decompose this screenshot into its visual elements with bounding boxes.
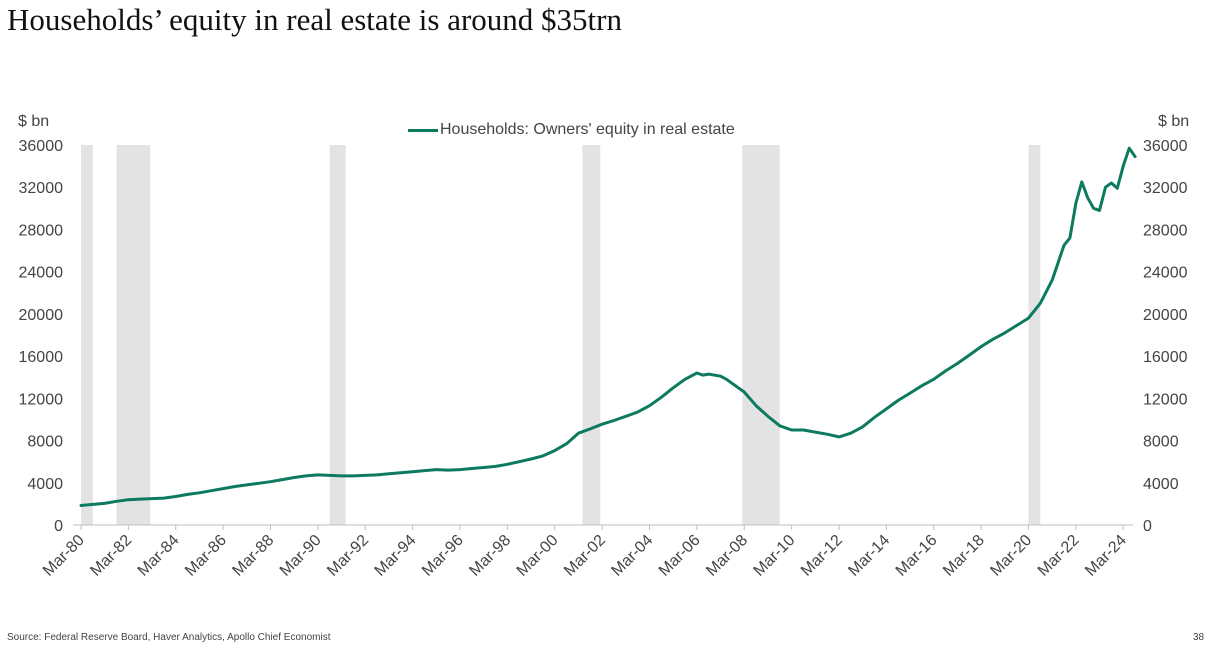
x-tick-label-4: Mar-88 xyxy=(229,532,277,580)
legend-label: Households: Owners' equity in real estat… xyxy=(440,121,735,138)
y-tick-right-7: 28000 xyxy=(1143,222,1188,239)
y-tick-left-8: 32000 xyxy=(19,180,64,197)
x-tick-label-9: Mar-98 xyxy=(466,532,514,580)
y-tick-right-2: 8000 xyxy=(1143,434,1179,451)
legend: Households: Owners' equity in real estat… xyxy=(408,121,735,139)
chart-title: Households’ equity in real estate is aro… xyxy=(7,2,622,37)
y-tick-left-5: 20000 xyxy=(19,307,64,324)
x-tick-label-3: Mar-86 xyxy=(182,532,230,580)
x-tick-label-8: Mar-96 xyxy=(419,532,467,580)
y-tick-left-0: 0 xyxy=(54,518,63,535)
page-number: 38 xyxy=(1193,632,1205,643)
left-axis-unit: $ bn xyxy=(18,113,50,130)
recession-band-3 xyxy=(582,145,601,525)
y-tick-left-3: 12000 xyxy=(19,391,64,408)
x-tick-label-17: Mar-14 xyxy=(845,532,893,580)
x-tick-label-19: Mar-18 xyxy=(940,532,988,580)
y-tick-right-0: 0 xyxy=(1143,518,1152,535)
x-tick-label-20: Mar-20 xyxy=(987,532,1035,580)
x-tick-label-12: Mar-04 xyxy=(608,532,656,580)
source-note: Source: Federal Reserve Board, Haver Ana… xyxy=(7,632,331,643)
x-tick-label-18: Mar-16 xyxy=(893,532,941,580)
y-tick-right-4: 16000 xyxy=(1143,349,1188,366)
x-tick-label-13: Mar-06 xyxy=(656,532,704,580)
recession-band-0 xyxy=(81,145,93,525)
x-tick-label-21: Mar-22 xyxy=(1035,532,1083,580)
recession-band-4 xyxy=(742,145,780,525)
y-tick-left-7: 28000 xyxy=(19,222,64,239)
x-tick-label-1: Mar-82 xyxy=(87,532,135,580)
x-tick-label-5: Mar-90 xyxy=(277,532,325,580)
legend-line-swatch xyxy=(408,128,438,132)
recession-band-5 xyxy=(1028,145,1041,525)
x-tick-label-11: Mar-02 xyxy=(561,532,609,580)
x-tick-label-0: Mar-80 xyxy=(40,532,88,580)
y-tick-left-6: 24000 xyxy=(19,265,64,282)
x-tick-label-6: Mar-92 xyxy=(324,532,372,580)
recession-band-1 xyxy=(116,145,151,525)
x-tick-label-10: Mar-00 xyxy=(514,532,562,580)
y-tick-right-6: 24000 xyxy=(1143,265,1188,282)
y-tick-left-2: 8000 xyxy=(27,434,63,451)
right-axis-unit: $ bn xyxy=(1158,113,1190,130)
y-tick-right-9: 36000 xyxy=(1143,138,1188,155)
y-tick-right-1: 4000 xyxy=(1143,476,1179,493)
y-tick-left-4: 16000 xyxy=(19,349,64,366)
y-tick-left-1: 4000 xyxy=(27,476,63,493)
recession-band-2 xyxy=(329,145,346,525)
x-tick-label-15: Mar-10 xyxy=(751,532,799,580)
x-tick-label-16: Mar-12 xyxy=(798,532,846,580)
x-tick-label-2: Mar-84 xyxy=(135,532,183,580)
y-tick-right-3: 12000 xyxy=(1143,391,1188,408)
x-tick-label-22: Mar-24 xyxy=(1082,532,1130,580)
x-tick-label-14: Mar-08 xyxy=(703,532,751,580)
y-tick-right-5: 20000 xyxy=(1143,307,1188,324)
y-tick-left-9: 36000 xyxy=(19,138,64,155)
series-line-0 xyxy=(79,146,1137,507)
x-tick-label-7: Mar-94 xyxy=(372,532,420,580)
y-tick-right-8: 32000 xyxy=(1143,180,1188,197)
